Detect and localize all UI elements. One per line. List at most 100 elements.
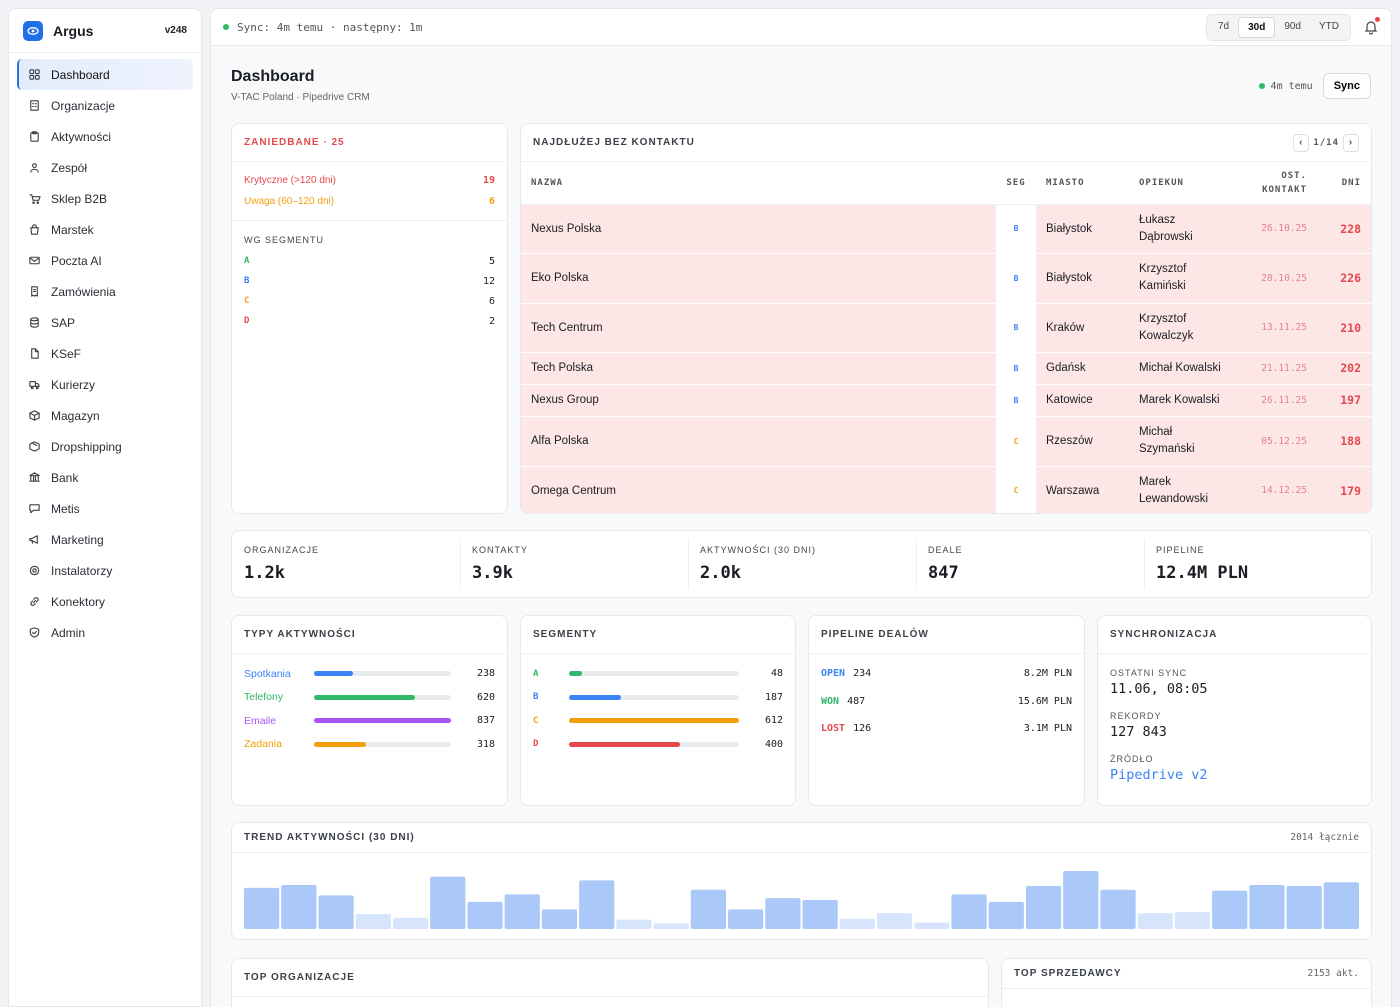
- bar-row[interactable]: Telefony 620: [232, 686, 507, 710]
- range-30d-button[interactable]: 30d: [1238, 16, 1276, 38]
- trend-bar[interactable]: [1137, 913, 1173, 929]
- sidebar-item-label: Zespół: [51, 160, 88, 175]
- table-row[interactable]: Nexus Group B Katowice Marek Kowalski 26.11.…: [521, 384, 1371, 417]
- kpi-strip: ORGANIZACJE 1.2k KONTAKTY 3.9k AKTYWNOŚCI (3…: [231, 530, 1372, 598]
- sync-status-dot: [223, 24, 229, 30]
- sidebar-item-bank[interactable]: Bank: [17, 462, 193, 493]
- bar-label: A: [533, 668, 539, 679]
- table-row[interactable]: Tech Centrum B Kraków Krzysztof Kowalczyk 13…: [521, 303, 1371, 353]
- bar-track: [569, 718, 739, 724]
- trend-bar[interactable]: [1025, 885, 1062, 929]
- range-ytd-button[interactable]: YTD: [1319, 20, 1339, 32]
- sidebar-item-instalatorzy[interactable]: Instalatorzy: [17, 555, 193, 586]
- trend-bar[interactable]: [690, 889, 727, 929]
- critical-row[interactable]: Krytyczne (>120 dni) 19: [232, 170, 507, 191]
- sidebar-item-ksef[interactable]: KSeF: [17, 338, 193, 369]
- col-seg[interactable]: SEG: [996, 162, 1036, 205]
- sidebar-item-metis[interactable]: Metis: [17, 493, 193, 524]
- table-row[interactable]: Nexus Polska B Białystok Łukasz Dąbrowski 26…: [521, 204, 1371, 254]
- sidebar-item-dashboard[interactable]: Dashboard: [17, 59, 193, 90]
- trend-bar[interactable]: [244, 887, 280, 929]
- range-90d-button[interactable]: 90d: [1284, 20, 1301, 32]
- pipeline-row-open[interactable]: OPEN 234 8.2M PLN: [809, 660, 1084, 688]
- next-page-button[interactable]: ›: [1343, 133, 1359, 152]
- sidebar-item-magazyn[interactable]: Magazyn: [17, 400, 193, 431]
- trend-bar[interactable]: [579, 880, 615, 929]
- top-sellers-header: TOP SPRZEDAWCY 2153 akt.: [1002, 959, 1371, 989]
- sidebar-item-marstek[interactable]: Marstek: [17, 214, 193, 245]
- top-orgs-card: TOP ORGANIZACJE: [231, 958, 989, 1007]
- trend-bar[interactable]: [1063, 871, 1099, 929]
- trend-bar[interactable]: [728, 909, 764, 929]
- col-owner[interactable]: OPIEKUN: [1129, 162, 1237, 205]
- sidebar-item-dropshipping[interactable]: Dropshipping: [17, 431, 193, 462]
- sidebar-item-admin[interactable]: Admin: [17, 617, 193, 648]
- col-last-contact[interactable]: OST. KONTAKT: [1237, 162, 1317, 205]
- trend-bar[interactable]: [765, 898, 801, 929]
- sidebar-item-sap[interactable]: SAP: [17, 307, 193, 338]
- col-name[interactable]: NAZWA: [521, 162, 996, 205]
- bar-row[interactable]: A 48: [521, 662, 795, 686]
- sidebar-item-kurierzy[interactable]: Kurierzy: [17, 369, 193, 400]
- bar-row[interactable]: C 612: [521, 709, 795, 733]
- trend-bar[interactable]: [1249, 885, 1285, 929]
- neglected-segment-row[interactable]: B 12: [232, 271, 507, 291]
- bar-label: Emaile: [244, 714, 277, 727]
- warning-row[interactable]: Uwaga (60–120 dni) 6: [232, 191, 507, 212]
- trend-bar[interactable]: [392, 917, 429, 929]
- sidebar-item-sklep-b2b[interactable]: Sklep B2B: [17, 183, 193, 214]
- trend-bar[interactable]: [541, 909, 578, 929]
- trend-bar[interactable]: [1212, 890, 1248, 929]
- trend-bar[interactable]: [988, 901, 1024, 929]
- sidebar-item-konektory[interactable]: Konektory: [17, 586, 193, 617]
- table-row[interactable]: Alfa Polska C Rzeszów Michał Szymański 05.12…: [521, 416, 1371, 467]
- trend-bar[interactable]: [1286, 885, 1322, 929]
- prev-page-button[interactable]: ‹: [1293, 133, 1310, 152]
- trend-bar[interactable]: [504, 894, 540, 929]
- pipeline-row-lost[interactable]: LOST 126 3.1M PLN: [809, 715, 1084, 743]
- source-link[interactable]: Pipedrive v2: [1110, 767, 1208, 783]
- trend-bar[interactable]: [653, 923, 689, 929]
- trend-bar[interactable]: [951, 894, 987, 929]
- trend-bar[interactable]: [914, 922, 950, 929]
- cell-days: 197: [1317, 384, 1371, 417]
- bar-row[interactable]: Emaile 837: [232, 709, 507, 733]
- pipeline-row-won[interactable]: WON 487 15.6M PLN: [809, 688, 1084, 716]
- trend-bar[interactable]: [1174, 912, 1211, 929]
- col-city[interactable]: MIASTO: [1036, 162, 1129, 205]
- trend-bar[interactable]: [318, 895, 354, 929]
- trend-bar[interactable]: [355, 914, 391, 929]
- trend-bar[interactable]: [430, 876, 466, 929]
- sync-button[interactable]: Sync: [1322, 73, 1371, 99]
- trend-bar[interactable]: [876, 913, 913, 929]
- trend-bar[interactable]: [616, 919, 652, 929]
- trend-bar[interactable]: [802, 900, 838, 929]
- col-days[interactable]: DNI: [1317, 162, 1371, 205]
- sidebar-item-zesp-[interactable]: Zespół: [17, 152, 193, 183]
- cell-name: Tech Polska: [521, 352, 996, 385]
- sidebar-item-organizacje[interactable]: Organizacje: [17, 90, 193, 121]
- bar-row[interactable]: D 400: [521, 733, 795, 757]
- table-row[interactable]: Omega Centrum C Warszawa Marek Lewandowski 1…: [521, 466, 1371, 513]
- table-row[interactable]: Eko Polska B Białystok Krzysztof Kamiński 28…: [521, 253, 1371, 304]
- trend-bar[interactable]: [467, 901, 503, 929]
- trend-bar[interactable]: [1100, 889, 1136, 929]
- table-row[interactable]: Tech Polska B Gdańsk Michał Kowalski 21.11.2…: [521, 352, 1371, 385]
- sidebar-item-poczta-ai[interactable]: Poczta AI: [17, 245, 193, 276]
- box-icon: [27, 409, 41, 423]
- sidebar-item-aktywno-ci[interactable]: Aktywności: [17, 121, 193, 152]
- bar-row[interactable]: B 187: [521, 686, 795, 710]
- bar-row[interactable]: Zadania 318: [232, 733, 507, 757]
- trend-bar[interactable]: [1323, 882, 1359, 929]
- sidebar-item-zam-wienia[interactable]: Zamówienia: [17, 276, 193, 307]
- bell-icon[interactable]: [1363, 17, 1380, 35]
- trend-bar[interactable]: [281, 885, 317, 929]
- sidebar-item-marketing[interactable]: Marketing: [17, 524, 193, 555]
- range-7d-button[interactable]: 7d: [1217, 20, 1230, 32]
- trend-bar[interactable]: [839, 918, 875, 929]
- bar-row[interactable]: Spotkania 238: [232, 662, 507, 686]
- building-icon: [27, 99, 41, 113]
